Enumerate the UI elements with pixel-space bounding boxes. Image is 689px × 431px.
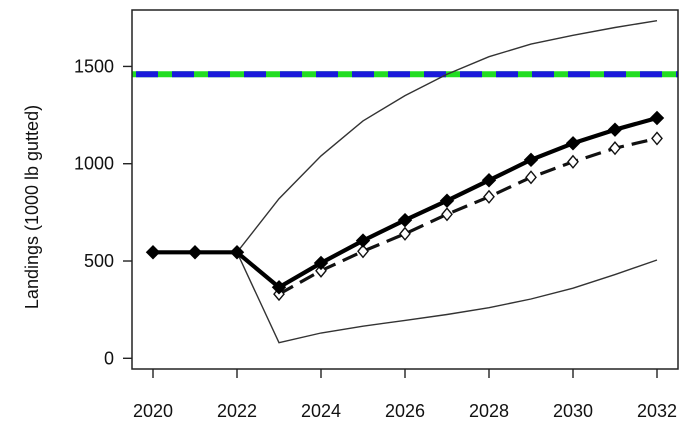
- series-2-point: [525, 170, 537, 185]
- data-layer: [132, 20, 678, 344]
- series-3-point: [439, 193, 455, 208]
- series-3-point: [313, 255, 329, 271]
- series-2-point: [399, 226, 411, 241]
- series-0-line: [153, 251, 658, 344]
- x-tick-label: 2032: [637, 401, 677, 421]
- series-2-line: [278, 136, 658, 296]
- y-tick-label: 0: [104, 348, 114, 368]
- series-2-point: [651, 131, 663, 146]
- x-tick-label: 2026: [385, 401, 425, 421]
- series-3-point: [271, 280, 287, 295]
- series-3-point: [565, 136, 581, 151]
- y-axis-title: Landings (1000 lb gutted): [22, 105, 42, 309]
- x-tick-label: 2028: [469, 401, 509, 421]
- series-3-point: [229, 245, 245, 260]
- series-3-point: [523, 152, 539, 168]
- series-3-point: [397, 212, 413, 228]
- x-tick-label: 2020: [133, 401, 173, 421]
- y-tick-label: 500: [84, 251, 114, 271]
- x-tick-label: 2024: [301, 401, 341, 421]
- series-3-point: [355, 233, 371, 248]
- plot-frame: [131, 9, 679, 370]
- series-1-line: [153, 20, 658, 254]
- series-2-point: [609, 141, 621, 156]
- series-2-point: [483, 189, 495, 204]
- series-3-point: [607, 122, 623, 137]
- series-3-point: [481, 173, 497, 188]
- series-3-point: [649, 110, 665, 126]
- y-tick-label: 1500: [74, 56, 114, 76]
- series-2-point: [441, 207, 453, 222]
- series-2-point: [357, 244, 369, 259]
- x-tick-label: 2030: [553, 401, 593, 421]
- series-2-point: [567, 154, 579, 169]
- x-tick-label: 2022: [217, 401, 257, 421]
- series-3-line: [153, 115, 658, 290]
- y-tick-label: 1000: [74, 154, 114, 174]
- series-2-point: [315, 263, 327, 278]
- axes-layer: 2020 2022 2024 2026 2028 2030 2032 0 500 1000 1500: [74, 56, 677, 421]
- series-3-point: [187, 245, 203, 260]
- series-3-point: [145, 245, 161, 260]
